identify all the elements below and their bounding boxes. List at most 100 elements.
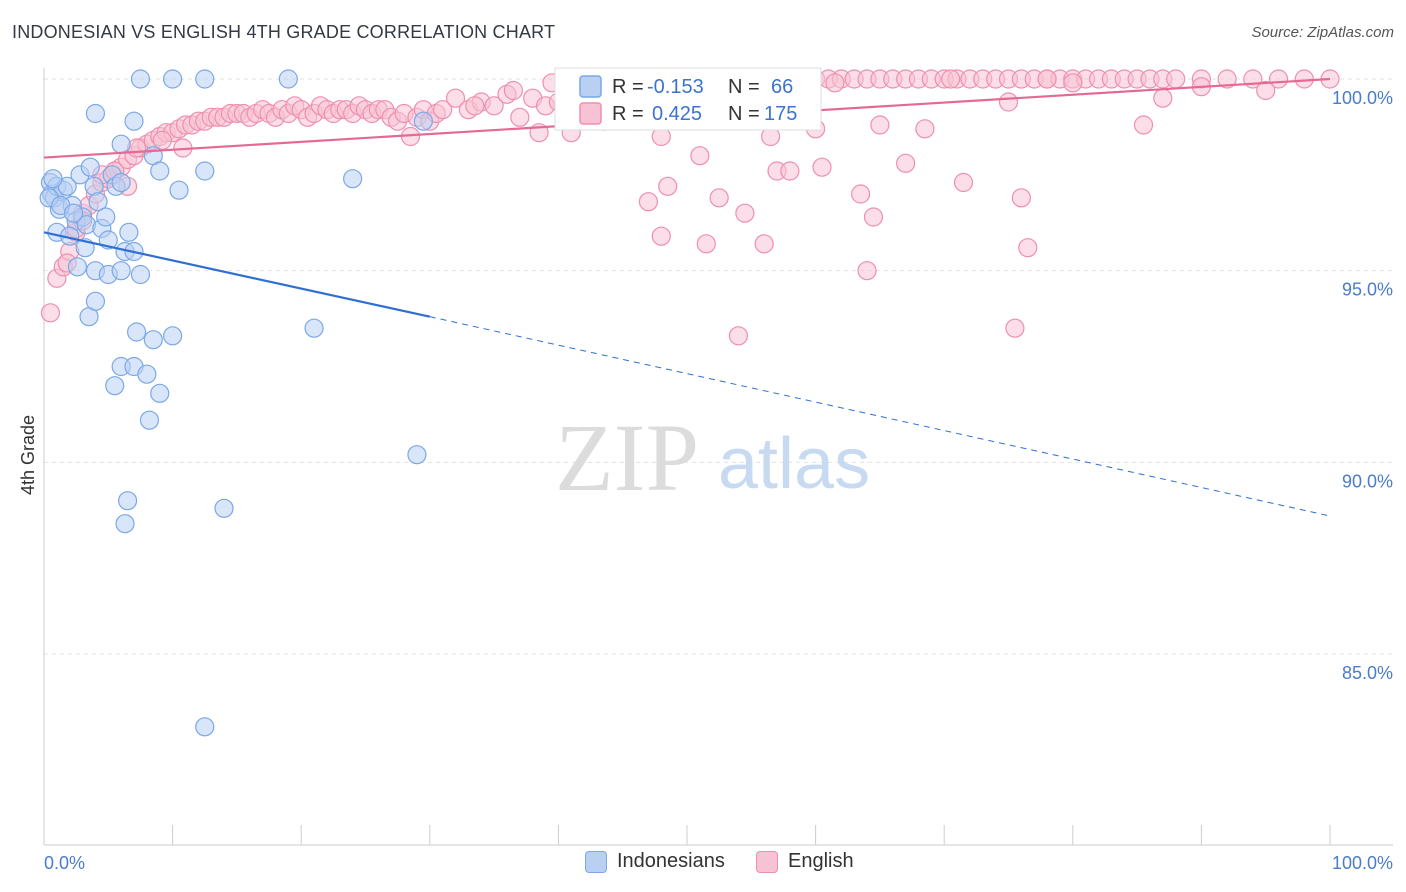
indonesians-point [214, 498, 234, 518]
indonesians-point [195, 161, 215, 181]
chart-title: INDONESIAN VS ENGLISH 4TH GRADE CORRELAT… [12, 22, 556, 42]
english-point [1133, 115, 1154, 135]
legend-swatch-english [579, 102, 602, 125]
indonesians-point [130, 69, 151, 89]
indonesians-point [143, 330, 163, 350]
legend-n-label-2: N = [728, 103, 760, 125]
english-point [857, 261, 877, 281]
watermark: ZIP atlas [555, 404, 870, 511]
legend-label-english: English [788, 850, 854, 872]
indonesians-point [96, 207, 116, 227]
y-axis-title: 4th Grade [18, 415, 38, 495]
indonesians-point [278, 69, 298, 89]
indonesians-point [304, 318, 324, 338]
legend-r-value-2: 0.425 [652, 103, 702, 125]
english-point [1063, 73, 1083, 93]
indonesians-point [413, 111, 433, 131]
indonesians-trend-solid [43, 231, 431, 318]
legend-item-indonesians[interactable]: Indonesians [585, 850, 725, 873]
series-indonesians [39, 69, 433, 737]
english-point [433, 100, 453, 120]
legend-swatch-english-bottom [756, 850, 778, 873]
x-tick-label-max: 100.0% [1332, 853, 1393, 873]
indonesians-point [88, 192, 108, 212]
english-point [465, 96, 485, 116]
english-point [484, 96, 504, 116]
english-point [780, 161, 800, 181]
english-point [812, 157, 832, 177]
grid-lines [44, 78, 1393, 655]
english-point [896, 153, 916, 173]
english-point [941, 69, 961, 89]
indonesians-point [85, 291, 106, 311]
english-point [1217, 69, 1237, 89]
english-point [510, 107, 530, 127]
legend-n-value-1: 66 [771, 76, 793, 98]
stats-legend: R = -0.153 N = 66 R = 0.425 N = 175 [554, 67, 822, 131]
english-point [953, 172, 974, 193]
y-tick-label: 90.0% [1342, 471, 1393, 491]
indonesians-point [119, 222, 139, 242]
legend-r-value-1: -0.153 [647, 76, 704, 98]
source-note: Source: ZipAtlas.com [1251, 24, 1394, 41]
indonesians-point [195, 717, 215, 737]
indonesians-point [80, 157, 100, 177]
legend-swatch-indonesians [579, 75, 602, 98]
watermark-zip: ZIP [555, 404, 699, 511]
indonesians-point [43, 169, 63, 189]
english-point [1037, 69, 1057, 89]
english-point [1256, 80, 1276, 101]
bottom-legend: Indonesians English [0, 850, 1406, 880]
indonesians-point [67, 257, 88, 277]
legend-n-value-2: 175 [764, 103, 797, 125]
english-point [1166, 69, 1186, 89]
indonesians-point [111, 134, 131, 154]
indonesians-point [163, 326, 183, 346]
english-point [870, 115, 890, 135]
english-point [696, 234, 716, 254]
english-point [754, 234, 774, 254]
english-point [40, 303, 61, 323]
indonesians-point [169, 180, 189, 200]
english-point [1018, 238, 1038, 258]
watermark-atlas: atlas [718, 424, 870, 504]
indonesians-point [407, 445, 427, 465]
indonesians-point [105, 376, 125, 396]
legend-swatch-indonesians-bottom [585, 850, 607, 873]
indonesians-point [126, 322, 147, 342]
y-tick-labels: 85.0% 90.0% 95.0% 100.0% [1332, 88, 1393, 683]
legend-n-label-1: N = [728, 76, 760, 98]
indonesians-point [85, 103, 106, 124]
legend-r-label-2: R = [612, 103, 644, 125]
english-point [1011, 188, 1031, 208]
english-point [1294, 69, 1314, 89]
y-tick-label: 85.0% [1342, 663, 1393, 683]
english-point [638, 192, 659, 212]
indonesians-point [150, 383, 170, 403]
indonesians-point [130, 264, 151, 285]
indonesians-point [195, 69, 215, 89]
indonesians-point [150, 161, 170, 181]
english-point [1005, 318, 1025, 338]
english-point [651, 226, 671, 246]
english-point [735, 203, 755, 223]
x-tick-label-min: 0.0% [44, 853, 85, 873]
indonesians-point [163, 69, 183, 89]
english-point [825, 73, 845, 93]
english-point [863, 207, 884, 227]
english-point [728, 326, 749, 346]
legend-label-indonesians: Indonesians [617, 850, 725, 872]
indonesians-point [117, 491, 138, 511]
y-tick-label: 95.0% [1342, 280, 1393, 300]
english-point [690, 146, 710, 166]
english-point [503, 80, 523, 101]
english-point [998, 92, 1019, 112]
indonesians-point [111, 261, 131, 281]
english-point [851, 184, 871, 204]
english-point [445, 88, 466, 108]
indonesians-point [139, 410, 160, 430]
legend-r-label-1: R = [612, 76, 644, 98]
y-tick-label: 100.0% [1332, 88, 1393, 108]
legend-item-english[interactable]: English [756, 850, 854, 873]
